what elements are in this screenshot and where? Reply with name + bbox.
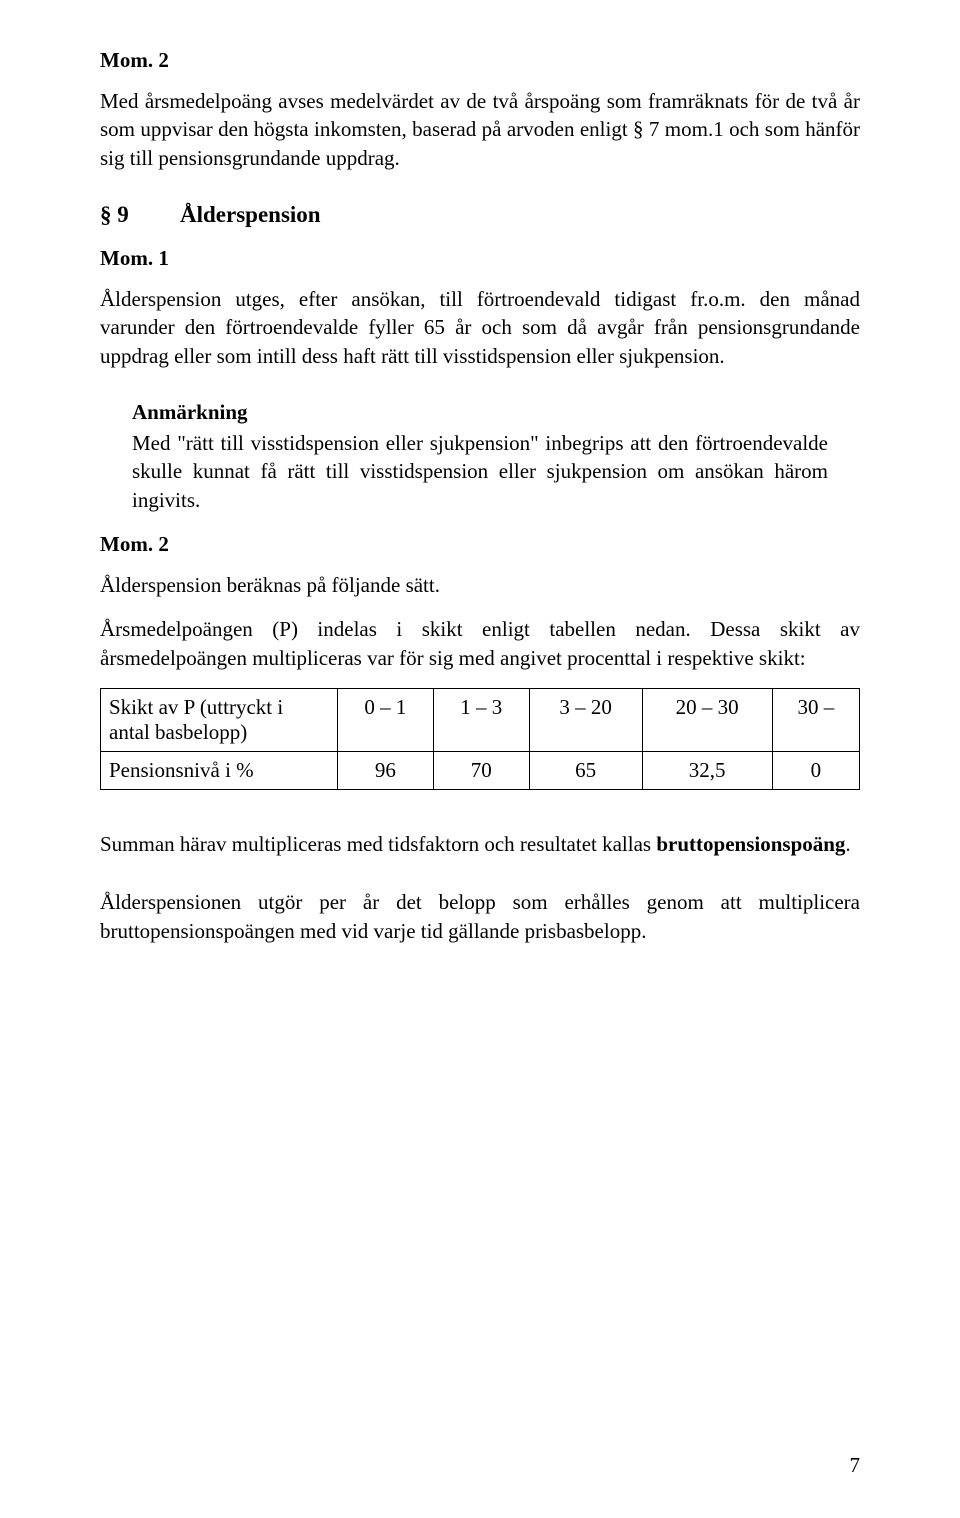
annotation-block: Anmärkning Med "rätt till visstidspensio… — [132, 400, 828, 514]
table-cell: 30 – — [772, 689, 859, 752]
mom2a-text: Med årsmedelpoäng avses medelvärdet av d… — [100, 87, 860, 172]
annotation-heading: Anmärkning — [132, 400, 828, 425]
footer-p1: Summan härav multipliceras med tidsfakto… — [100, 830, 860, 858]
pension-table: Skikt av P (uttryckt i antal basbelopp) … — [100, 688, 860, 790]
table-cell: 1 – 3 — [433, 689, 529, 752]
mom1-text: Ålderspension utges, efter ansökan, till… — [100, 285, 860, 370]
page-number: 7 — [850, 1453, 861, 1478]
mom2a-heading: Mom. 2 — [100, 48, 860, 73]
table-cell: 20 – 30 — [642, 689, 772, 752]
table-cell-label: Pensionsnivå i % — [101, 752, 338, 790]
footer-p2: Ålderspensionen utgör per år det belopp … — [100, 888, 860, 945]
footer-p1-c: . — [845, 832, 850, 856]
mom2b-heading: Mom. 2 — [100, 532, 860, 557]
section-9-header: § 9 Ålderspension — [100, 202, 860, 228]
footer-p1-a: Summan härav multipliceras med tidsfakto… — [100, 832, 656, 856]
document-page: Mom. 2 Med årsmedelpoäng avses medelvärd… — [0, 0, 960, 1518]
section-title: Ålderspension — [180, 202, 321, 228]
annotation-text: Med "rätt till visstidspension eller sju… — [132, 429, 828, 514]
mom2b-p1: Ålderspension beräknas på följande sätt. — [100, 571, 860, 599]
section-number: § 9 — [100, 202, 180, 228]
table-cell: 96 — [338, 752, 434, 790]
mom2b-p2: Årsmedelpoängen (P) indelas i skikt enli… — [100, 615, 860, 672]
table-cell: 65 — [529, 752, 642, 790]
footer-p1-bold: bruttopensionspoäng — [656, 832, 845, 856]
table-cell: 3 – 20 — [529, 689, 642, 752]
table-row: Pensionsnivå i % 96 70 65 32,5 0 — [101, 752, 860, 790]
mom1-heading: Mom. 1 — [100, 246, 860, 271]
table-cell: 32,5 — [642, 752, 772, 790]
table-cell: 70 — [433, 752, 529, 790]
table-row: Skikt av P (uttryckt i antal basbelopp) … — [101, 689, 860, 752]
table-cell: 0 — [772, 752, 859, 790]
table-cell-label: Skikt av P (uttryckt i antal basbelopp) — [101, 689, 338, 752]
table-cell: 0 – 1 — [338, 689, 434, 752]
